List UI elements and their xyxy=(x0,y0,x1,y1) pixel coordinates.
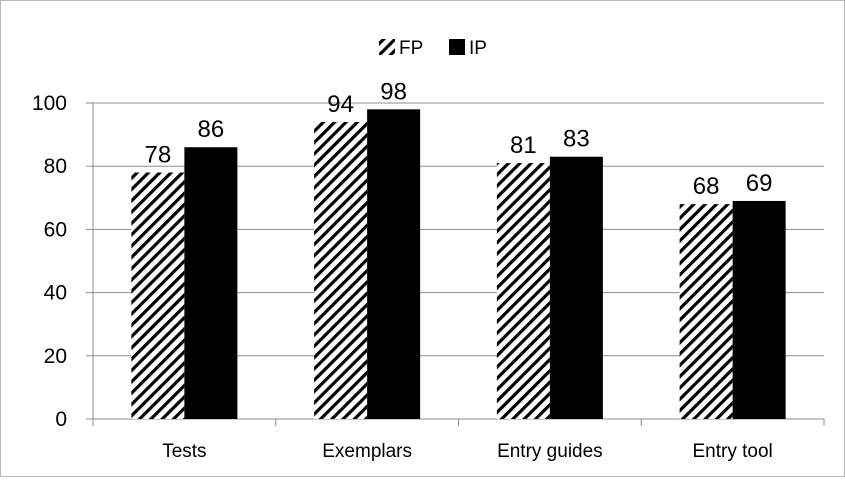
y-tick-label: 60 xyxy=(44,218,67,241)
data-label: 78 xyxy=(145,142,172,169)
axes: 0 20 40 60 80 100 Tests Exemplars Entry guides En… xyxy=(32,92,825,462)
y-tick-label: 100 xyxy=(32,92,67,115)
data-label: 86 xyxy=(198,116,225,143)
legend-swatch-fp xyxy=(379,39,395,55)
data-label: 69 xyxy=(746,170,773,197)
data-label: 68 xyxy=(693,173,720,200)
data-label: 81 xyxy=(510,132,537,159)
bar-ip-exemplars xyxy=(367,109,421,419)
bar-fp-entry-guides xyxy=(496,163,550,419)
bar-fp-entry-tool xyxy=(679,204,733,419)
legend-label-fp: FP xyxy=(399,38,423,59)
bar-fp-exemplars xyxy=(314,121,368,420)
x-category-label: Tests xyxy=(162,441,206,462)
legend-label-ip: IP xyxy=(469,38,487,59)
bar-ip-entry-tool xyxy=(732,200,786,419)
data-label: 94 xyxy=(327,91,354,118)
y-tick-label: 0 xyxy=(55,408,67,431)
bar-ip-tests xyxy=(184,147,238,420)
bars xyxy=(131,109,786,420)
data-label: 83 xyxy=(563,126,590,153)
data-label: 98 xyxy=(380,78,407,105)
x-category-label: Exemplars xyxy=(322,441,412,462)
y-tick-label: 40 xyxy=(44,282,67,305)
bar-ip-entry-guides xyxy=(549,156,603,419)
bar-fp-tests xyxy=(131,172,185,419)
legend: FP IP xyxy=(379,38,487,59)
data-labels: 78 86 94 98 81 83 68 69 xyxy=(145,78,773,200)
y-tick-label: 20 xyxy=(44,345,67,368)
legend-swatch-ip xyxy=(449,39,465,55)
x-category-label: Entry guides xyxy=(497,441,603,462)
y-tick-label: 80 xyxy=(44,155,67,178)
x-category-label: Entry tool xyxy=(692,441,772,462)
